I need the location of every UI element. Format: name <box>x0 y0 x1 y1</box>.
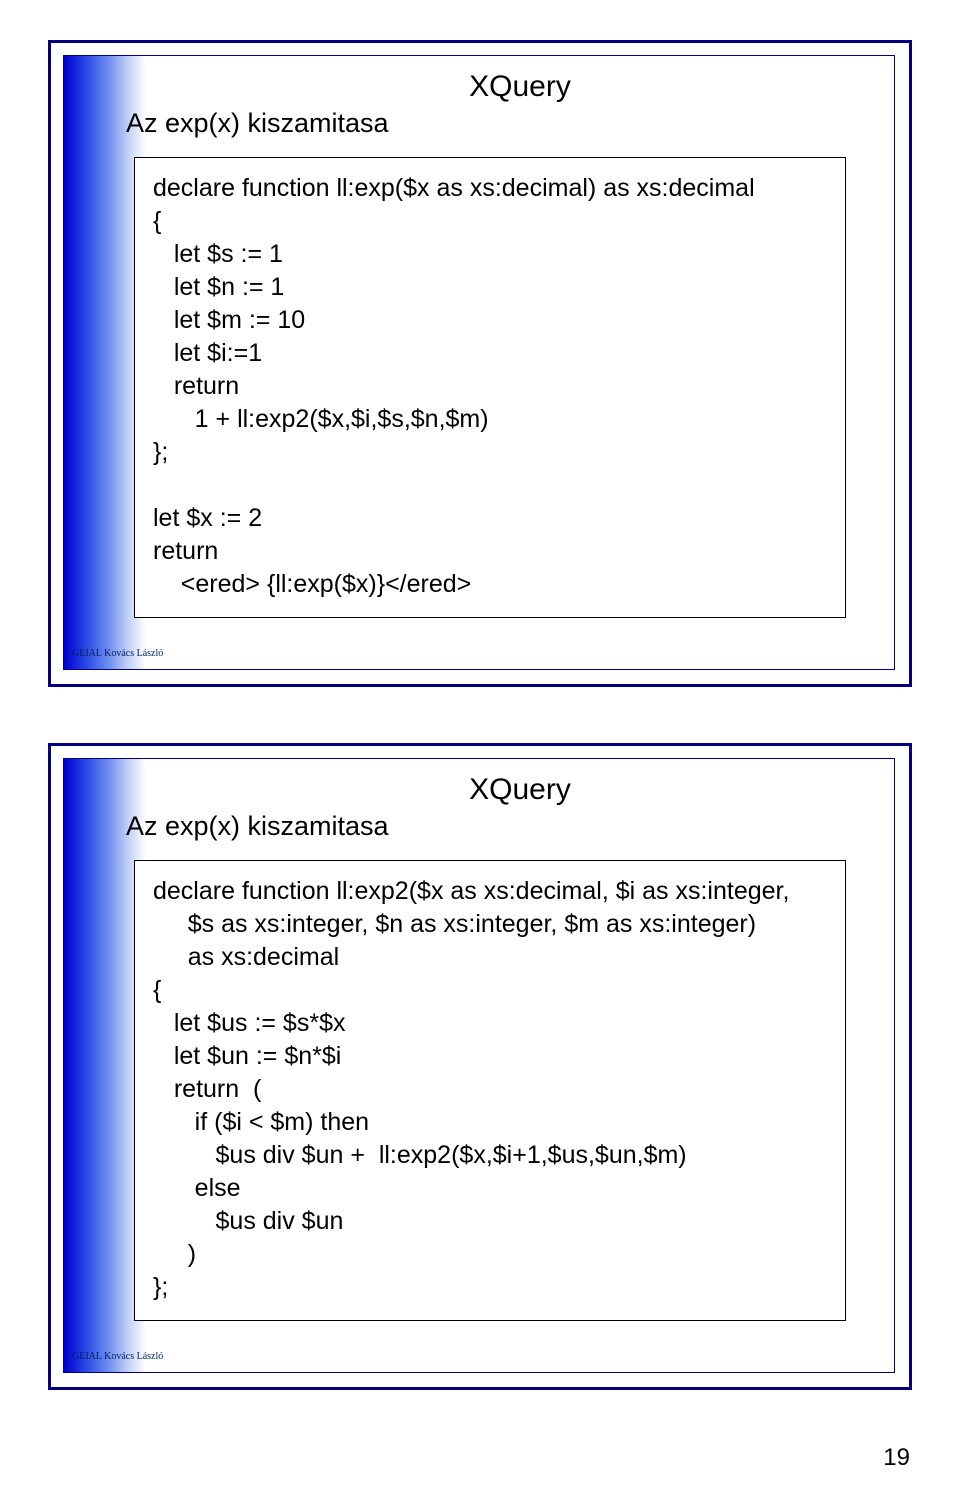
slide-content: XQuery Az exp(x) kiszamitasa declare fun… <box>146 759 894 1372</box>
slide-subtitle: Az exp(x) kiszamitasa <box>126 108 894 139</box>
heading-row: XQuery Az exp(x) kiszamitasa <box>146 56 894 139</box>
slide-inner-frame: XQuery Az exp(x) kiszamitasa declare fun… <box>63 55 895 670</box>
code-box: declare function ll:exp2($x as xs:decima… <box>134 860 846 1321</box>
slide-content: XQuery Az exp(x) kiszamitasa declare fun… <box>146 56 894 669</box>
page-number: 19 <box>883 1444 910 1472</box>
slide-1: XQuery Az exp(x) kiszamitasa declare fun… <box>48 40 912 687</box>
slide-inner-frame: XQuery Az exp(x) kiszamitasa declare fun… <box>63 758 895 1373</box>
footer-credit: GEIAL Kovács László <box>72 1351 163 1362</box>
heading-row: XQuery Az exp(x) kiszamitasa <box>146 759 894 842</box>
footer-credit: GEIAL Kovács László <box>72 648 163 659</box>
slide-title: XQuery <box>469 773 571 807</box>
slide-2: XQuery Az exp(x) kiszamitasa declare fun… <box>48 743 912 1390</box>
code-box: declare function ll:exp($x as xs:decimal… <box>134 157 846 618</box>
slide-title: XQuery <box>469 70 571 104</box>
slide-subtitle: Az exp(x) kiszamitasa <box>126 811 894 842</box>
